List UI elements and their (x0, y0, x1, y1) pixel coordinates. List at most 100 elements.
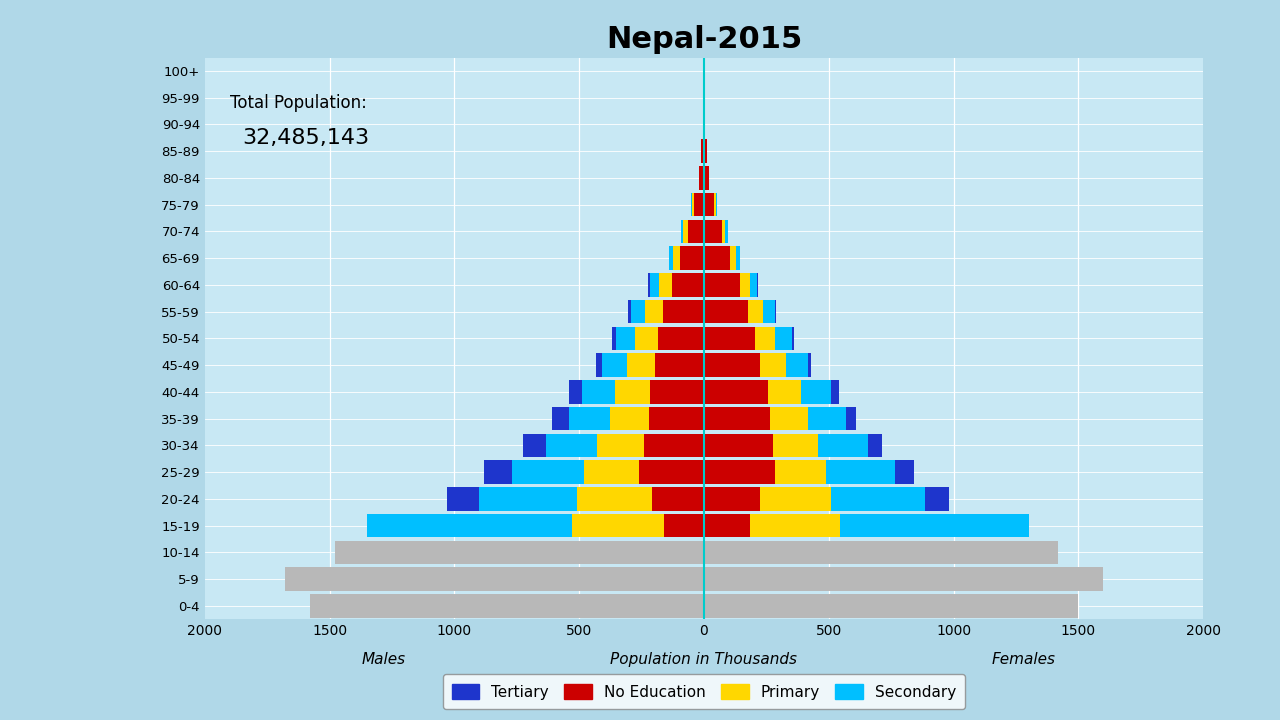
Bar (616, 380, 650, 404)
Bar (704, 433, 773, 457)
Bar (484, 460, 512, 484)
Bar (831, 487, 925, 510)
Bar (584, 460, 639, 484)
Bar (664, 514, 704, 537)
Bar (776, 460, 827, 484)
Bar (612, 327, 616, 350)
Bar (649, 273, 659, 297)
Bar (687, 220, 704, 243)
Bar (545, 433, 596, 457)
Bar (639, 460, 704, 484)
Bar (650, 380, 704, 404)
Bar (447, 487, 480, 510)
Bar (704, 380, 768, 404)
Text: Population in Thousands: Population in Thousands (611, 652, 797, 667)
Bar (659, 273, 672, 297)
Legend: Tertiary, No Education, Primary, Secondary: Tertiary, No Education, Primary, Seconda… (443, 675, 965, 708)
Bar (512, 460, 584, 484)
Bar (808, 354, 812, 377)
Bar (334, 541, 704, 564)
Bar (840, 514, 1029, 537)
Bar (760, 487, 831, 510)
Bar (628, 300, 631, 323)
Bar (596, 433, 644, 457)
Bar (726, 220, 728, 243)
Bar (694, 193, 704, 217)
Bar (310, 594, 704, 618)
Bar (750, 273, 758, 297)
Bar (704, 354, 760, 377)
Bar (722, 220, 726, 243)
Bar (479, 487, 577, 510)
Text: Nepal-2015: Nepal-2015 (605, 25, 803, 54)
Bar (570, 407, 611, 431)
Bar (673, 246, 680, 270)
Text: Total Population:: Total Population: (230, 94, 366, 112)
Bar (652, 487, 704, 510)
Bar (627, 354, 655, 377)
Bar (672, 273, 704, 297)
Bar (581, 380, 616, 404)
Bar (635, 327, 658, 350)
Bar (681, 220, 684, 243)
Bar (572, 514, 664, 537)
Bar (704, 567, 1103, 591)
Bar (669, 246, 673, 270)
Bar (655, 354, 704, 377)
Bar (771, 407, 808, 431)
Bar (645, 300, 663, 323)
Bar (704, 487, 760, 510)
Bar (284, 567, 704, 591)
Bar (869, 433, 882, 457)
Bar (818, 433, 869, 457)
Text: Males: Males (362, 652, 406, 667)
Bar (524, 433, 545, 457)
Bar (692, 193, 694, 217)
Bar (704, 460, 776, 484)
Bar (704, 594, 1079, 618)
Bar (736, 246, 740, 270)
Bar (570, 380, 581, 404)
Bar (925, 487, 948, 510)
Bar (740, 273, 750, 297)
Bar (704, 113, 705, 136)
Bar (552, 407, 570, 431)
Bar (704, 407, 771, 431)
Bar (730, 246, 736, 270)
Bar (649, 407, 704, 431)
Bar (776, 327, 792, 350)
Bar (602, 354, 627, 377)
Bar (704, 300, 748, 323)
Bar (800, 380, 831, 404)
Bar (367, 514, 572, 537)
Bar (808, 407, 846, 431)
Bar (748, 300, 763, 323)
Bar (704, 327, 755, 350)
Bar (704, 193, 714, 217)
Bar (663, 300, 704, 323)
Bar (704, 541, 1059, 564)
Bar (704, 220, 722, 243)
Bar (760, 354, 786, 377)
Bar (680, 246, 704, 270)
Bar (616, 327, 635, 350)
Bar (658, 327, 704, 350)
Bar (750, 514, 840, 537)
Bar (631, 300, 645, 323)
Bar (827, 460, 895, 484)
Bar (577, 487, 652, 510)
Bar (596, 354, 602, 377)
Bar (704, 273, 740, 297)
Bar (792, 327, 794, 350)
Bar (846, 407, 856, 431)
Bar (684, 220, 687, 243)
Bar (895, 460, 914, 484)
Bar (611, 407, 649, 431)
Bar (763, 300, 774, 323)
Bar (704, 514, 750, 537)
Bar (755, 327, 776, 350)
Bar (703, 113, 704, 136)
Bar (704, 166, 709, 189)
Bar (773, 433, 818, 457)
Bar (786, 354, 808, 377)
